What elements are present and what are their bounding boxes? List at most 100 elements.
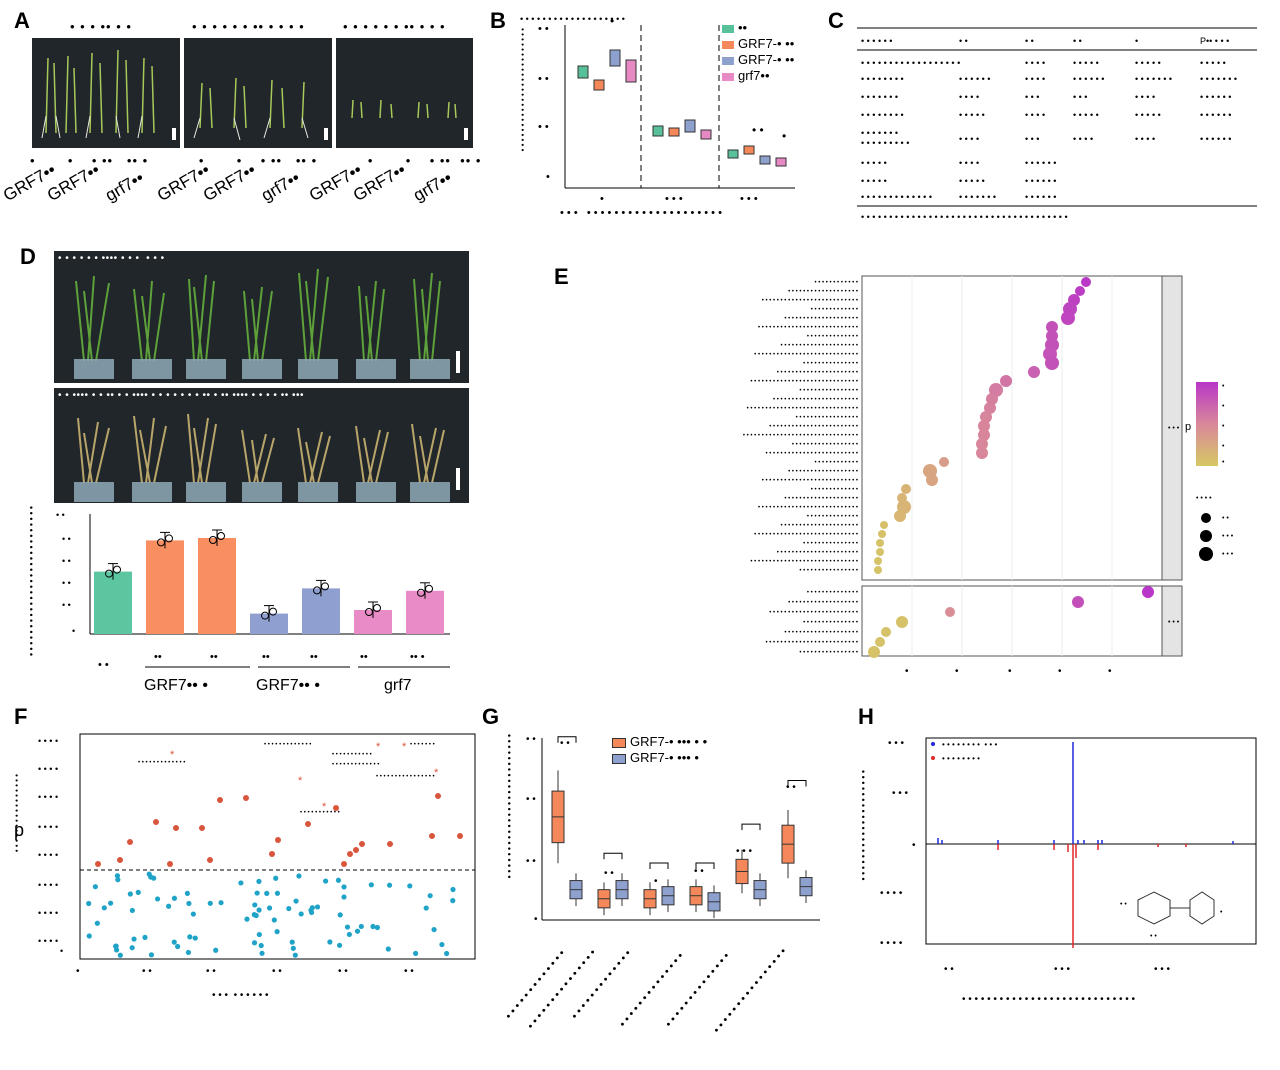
svg-text:• • • • • •: • • • • • • xyxy=(1200,110,1231,120)
panel-f-point-nonsig xyxy=(327,939,333,945)
panel-f-point-sig xyxy=(341,861,347,867)
panel-f-point-nonsig xyxy=(308,909,315,916)
panel-f-point-nonsig xyxy=(127,891,133,897)
panel-d-point xyxy=(209,536,217,544)
panel-d-point xyxy=(105,569,113,578)
panel-d-point xyxy=(217,532,225,540)
panel-f-point-sig xyxy=(359,841,365,847)
svg-text:• • • •: • • • • xyxy=(1025,74,1045,84)
panel-f-point-nonsig xyxy=(259,950,265,956)
panel-e-point xyxy=(880,521,888,529)
svg-text:• •: • • xyxy=(752,123,764,137)
svg-text:• • • •: • • • • xyxy=(38,936,58,946)
panel-f-point-sig xyxy=(333,805,339,811)
panel-b-legend-2: GRF7-• •• xyxy=(722,36,794,51)
svg-text:• • • • •: • • • • • xyxy=(1200,58,1226,68)
svg-text:•: • xyxy=(912,840,916,851)
panel-f-annot-dots: • • • • • • • • • • • • • • • • • • • • •… xyxy=(138,742,435,816)
panel-g-xtick-dots: • • • • • • • • • • • • • • • • • • • • … xyxy=(503,946,789,1036)
panel-f-point-sig xyxy=(387,841,393,847)
panel-f-point-sig xyxy=(207,857,213,863)
genotype-label-3c: grf7•• xyxy=(410,168,456,206)
svg-text:•: • xyxy=(60,946,63,956)
panel-e-row-label: • • • • • • • • • • • • • • • xyxy=(803,361,858,367)
seedling-photo-2-art xyxy=(193,77,328,141)
panel-e-label: E xyxy=(554,264,569,289)
svg-text:•: • xyxy=(546,171,550,183)
legend-swatch xyxy=(722,72,734,81)
svg-text:•: • xyxy=(1220,909,1223,916)
panel-d-point xyxy=(425,584,433,593)
panel-f-ylabel: p xyxy=(14,820,24,840)
panel-h-ytick-dots: • • • • • • • • • • • • • • • xyxy=(880,738,916,949)
legend-swatch xyxy=(722,40,734,49)
svg-text:•: • xyxy=(905,666,909,677)
svg-text:• •: • • xyxy=(526,856,536,867)
panel-d-point xyxy=(157,538,165,547)
panel-g-sig-bracket xyxy=(557,736,577,743)
svg-text:• • • • •: • • • • • xyxy=(861,158,887,168)
svg-text:• • • • • • • • • • • • • • •: • • • • • • • • • • • • • • • • xyxy=(376,774,435,780)
svg-text:P•• • • •: P•• • • • xyxy=(1200,36,1229,46)
panel-g-legend-1: GRF7-• ••• • • xyxy=(612,734,707,749)
svg-text:• • • •: • • • • xyxy=(1135,92,1155,102)
panel-f-point-nonsig xyxy=(218,900,224,906)
svg-text:• • • •: • • • • xyxy=(38,880,58,890)
panel-f-point-nonsig xyxy=(368,882,374,888)
panel-f-point-nonsig xyxy=(374,924,381,931)
panel-e-size-legend-2 xyxy=(1200,530,1212,542)
panel-f-point-sig xyxy=(435,793,441,799)
panel-f-point-nonsig xyxy=(146,871,152,877)
svg-text:•: • xyxy=(600,193,604,205)
panel-f-scatter: p • • • • • • • • • • • • • • • • • • • … xyxy=(12,733,476,1001)
panel-f-point-nonsig xyxy=(117,952,123,958)
svg-text:• •: • • xyxy=(1025,36,1034,46)
panel-e-row-label: • • • • • • • • • • • • • • • • • • • • xyxy=(784,316,858,322)
svg-text:• • • • •: • • • • • xyxy=(861,176,887,186)
panel-f-point-sig xyxy=(305,821,311,827)
panel-d-point xyxy=(165,534,173,543)
panel-f-point-nonsig xyxy=(86,933,92,939)
panel-f-point-nonsig xyxy=(290,945,296,951)
panel-b-legend-1-text: •• xyxy=(738,20,748,35)
panel-g-ylabel-dots: • • • • • • • • • • • • • • • • • • • • … xyxy=(504,734,514,878)
svg-text:• • • • • • •: • • • • • • • xyxy=(1200,74,1237,84)
svg-text:• • • •: • • • • xyxy=(1073,134,1093,144)
svg-text:• •: • • xyxy=(526,794,536,805)
panel-f-point-sig xyxy=(243,795,249,801)
panel-f-point-nonsig xyxy=(86,900,92,907)
seedling-photo-1 xyxy=(32,38,180,148)
panel-e-row-label: • • • • • • • • • • • • • • • • • • • • … xyxy=(781,523,858,529)
panel-g-sig-bracket xyxy=(741,823,761,831)
panel-e-point xyxy=(868,646,880,658)
svg-text:•• •: •• • xyxy=(410,651,425,663)
panel-d-point xyxy=(313,586,321,595)
svg-text:• •: • • xyxy=(1150,933,1157,940)
panel-h-legend-marker-1 xyxy=(931,742,935,746)
panel-b-ylabel-dots: • • • • • • • • • • • • • • • • • • • • … xyxy=(518,28,527,152)
panel-e-row-label: • • • • • • • • • • • • • • • • • • • • … xyxy=(762,298,858,304)
svg-text:••: •• xyxy=(262,651,270,663)
svg-text:• •: • • xyxy=(526,734,536,745)
svg-text:••: •• xyxy=(360,651,368,663)
svg-text:• • • •: • • • • xyxy=(1025,110,1045,120)
panel-f-point-sig xyxy=(199,825,205,831)
panel-e-facet-strip-1 xyxy=(1161,275,1183,581)
panel-e-point xyxy=(1072,596,1084,608)
panel-e-point xyxy=(878,530,886,538)
svg-text:• •: • • xyxy=(1222,515,1229,522)
panel-e-row-label: • • • • • • • • • • • • • • • • • • • • … xyxy=(754,352,858,358)
panel-g-label: G xyxy=(482,704,500,729)
panel-f-point-nonsig xyxy=(190,911,196,917)
panel-h-ylabel-dots: • • • • • • • • • • • • • • • • • • • • xyxy=(858,770,868,881)
panel-e-row-label: • • • • • • • • • • • • • • • • • • • • … xyxy=(758,505,858,511)
panel-g-ytick-dots: • • • • • • • xyxy=(526,734,538,925)
panel-f-ylabel-dots: • • • • • • • • • • • • • • • • xyxy=(12,774,21,852)
panel-f-point-sig xyxy=(167,861,173,867)
svg-text:• • • • •: • • • • • xyxy=(959,110,985,120)
panel-e-xtick-dots: • • • • • xyxy=(905,666,1112,677)
panel-f-point-sig xyxy=(217,797,223,803)
panel-b-box-g1-d xyxy=(625,59,637,83)
panel-e-row-label: • • • • • • • • • • • • • • • • • • • • … xyxy=(769,610,858,616)
panel-b-sig-dots: •• • • xyxy=(610,14,786,143)
